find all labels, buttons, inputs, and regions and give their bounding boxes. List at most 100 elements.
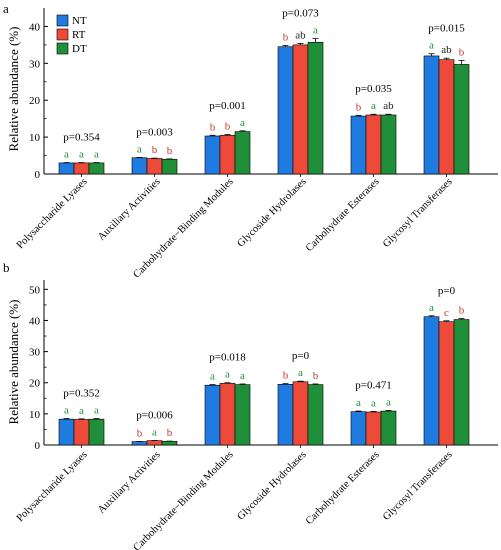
y-tick-label-b-1: 10 [29,409,41,421]
bar-b-dt-5 [453,319,470,446]
sig-letter-a-rt-4: a [371,100,376,112]
bar-a-dt-4 [380,114,397,175]
y-tick-label-b-5: 50 [29,284,41,296]
sig-letter-b-dt-5: b [459,305,465,317]
bar-a-rt-3 [292,44,309,175]
bar-a-dt-3 [307,42,324,175]
category-label-b-5: Glycosyl Transferases [381,449,455,523]
p-value-a-1: p=0.003 [136,126,173,138]
category-label-a-3: Glycoside Hydrolases [235,176,308,249]
sig-letter-b-dt-0: a [94,405,99,417]
bar-b-rt-4 [365,411,382,446]
category-label-a-5: Glycosyl Transferases [381,176,455,250]
y-tick-label-a-0: 0 [35,169,41,181]
bar-b-dt-0 [88,418,105,446]
sig-letter-a-dt-1: b [167,145,173,157]
sig-letter-a-nt-0: a [64,149,69,161]
y-tick-label-b-2: 20 [29,378,41,390]
sig-letter-b-nt-4: a [356,397,361,409]
sig-letter-b-rt-0: a [79,405,84,417]
category-label-a-1: Auxiliary Activities [96,176,163,243]
y-tick-label-a-1: 10 [29,132,41,144]
sig-letter-b-dt-1: b [167,427,173,439]
bar-a-rt-0 [73,162,90,175]
bar-b-rt-5 [438,321,455,446]
bar-b-nt-2 [204,384,221,446]
p-value-b-2: p=0.018 [209,352,246,364]
bar-b-nt-5 [423,316,440,446]
bar-b-rt-3 [292,381,309,446]
p-value-b-5: p=0 [438,285,456,297]
sig-letter-b-dt-4: a [386,396,391,408]
sig-letter-a-nt-2: b [210,121,216,133]
legend-a: NT RT DT [56,14,87,55]
category-label-b-3: Glycoside Hydrolases [235,449,308,522]
bar-b-rt-1 [146,440,163,446]
p-value-a-0: p=0.354 [63,132,100,144]
bar-b-dt-2 [234,384,251,446]
category-label-a-4: Carbohydrate Esterases [304,176,382,254]
sig-letter-b-dt-2: a [240,370,245,382]
bar-a-rt-1 [146,158,163,175]
panel-a: a Relative abundance (%) NT RT DT 0 10 20 3… [3,1,498,280]
bar-a-nt-2 [204,135,221,175]
p-value-a-2: p=0.001 [209,100,245,112]
sig-letter-b-nt-2: a [210,371,215,383]
category-label-a-0: Polysaccharide Lyases [15,176,90,251]
sig-letter-b-dt-3: b [313,370,319,382]
sig-letter-a-dt-2: a [240,117,245,129]
sig-letter-a-nt-3: b [283,32,289,44]
p-value-b-4: p=0.471 [355,379,391,391]
sig-letter-b-nt-5: a [429,302,434,314]
sig-letter-b-rt-1: a [152,426,157,438]
legend-label-rt: RT [72,29,86,41]
bar-a-dt-0 [88,162,105,175]
category-label-b-4: Carbohydrate Esterases [304,449,382,527]
sig-letter-a-dt-0: a [94,149,99,161]
sig-letter-b-rt-2: a [225,369,230,381]
bar-a-nt-3 [277,46,294,175]
legend-label-nt: NT [72,15,87,27]
bar-b-dt-3 [307,384,324,446]
category-label-b-1: Auxiliary Activities [96,449,163,516]
p-value-b-0: p=0.352 [63,388,99,400]
sig-letter-a-rt-2: b [225,121,231,133]
bar-a-nt-5 [423,55,440,175]
legend-swatch-nt [56,14,69,27]
bar-a-nt-0 [58,162,75,175]
bar-a-nt-1 [131,157,148,175]
y-tick-label-a-4: 40 [29,21,41,33]
y-tick-label-a-2: 20 [29,95,41,107]
bar-b-nt-4 [350,411,367,446]
bar-b-nt-3 [277,383,294,446]
bar-a-rt-2 [219,134,236,175]
sig-letter-b-rt-5: c [444,307,449,319]
legend-label-dt: DT [72,43,87,55]
sig-letter-b-rt-4: a [371,397,376,409]
sig-letter-a-dt-5: b [459,46,465,58]
p-value-a-5: p=0.015 [428,23,465,35]
bar-a-dt-2 [234,131,251,175]
y-axis-label-a: Relative abundance (%) [6,27,21,152]
p-value-a-3: p=0.073 [282,8,319,20]
panel-label-a: a [3,1,9,16]
y-tick-label-b-0: 0 [35,440,41,452]
y-axis-label-b: Relative abundance (%) [6,300,21,425]
bar-a-rt-4 [365,114,382,175]
sig-letter-b-nt-1: b [137,427,143,439]
sig-letter-a-nt-5: a [429,40,434,52]
bar-b-nt-1 [131,441,148,446]
y-tick-label-b-3: 30 [29,347,41,359]
bar-a-dt-5 [453,64,470,175]
bar-b-rt-2 [219,383,236,446]
legend-swatch-rt [56,28,69,41]
panel-label-b: b [3,260,10,275]
p-value-a-4: p=0.035 [355,83,392,95]
sig-letter-a-rt-0: a [79,149,84,161]
bar-b-nt-0 [58,418,75,446]
sig-letter-a-rt-3: ab [295,29,306,41]
p-value-b-1: p=0.006 [136,409,173,421]
category-label-b-0: Polysaccharide Lyases [15,449,90,524]
p-value-b-3: p=0 [292,350,310,362]
